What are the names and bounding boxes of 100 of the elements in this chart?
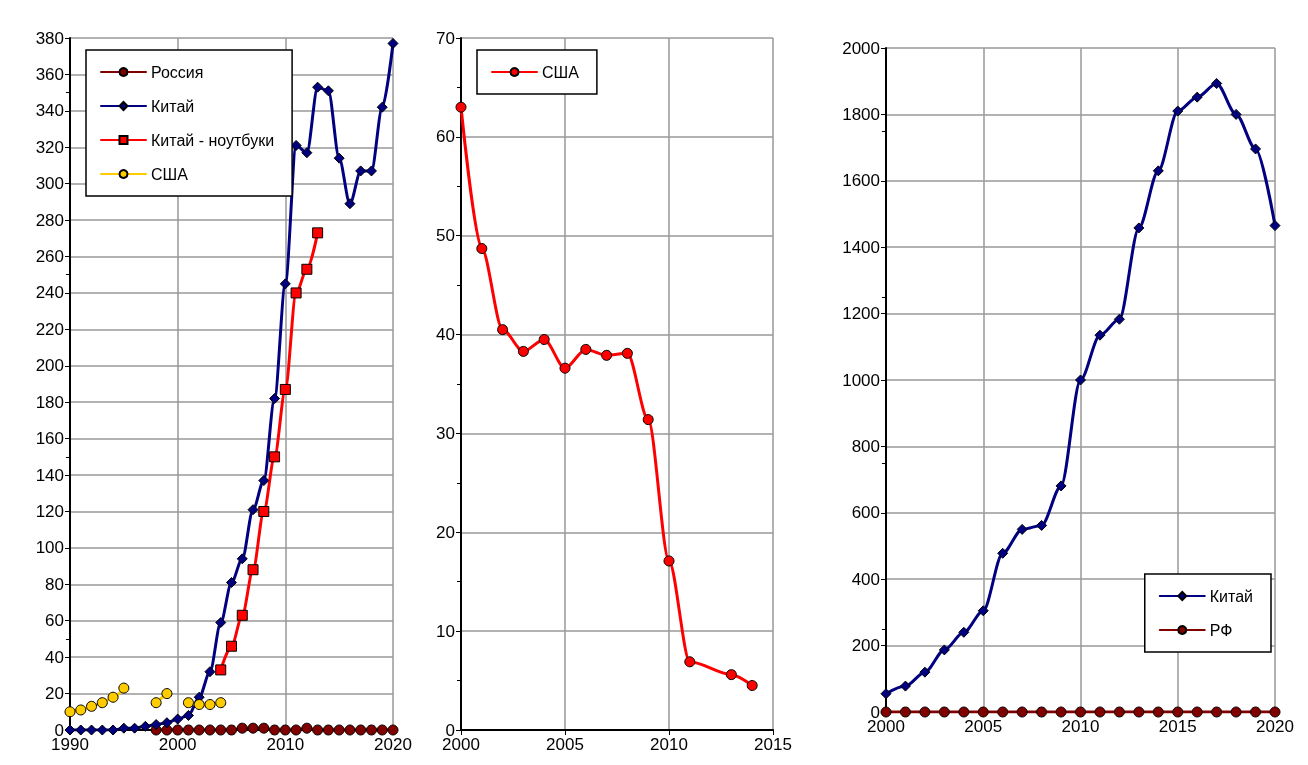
point: [376, 724, 388, 736]
point: [977, 706, 989, 718]
point: [1133, 222, 1145, 234]
x-tick-label: 2020: [374, 735, 412, 754]
point: [1094, 706, 1106, 718]
point: [1055, 706, 1067, 718]
point: [365, 165, 377, 177]
point: [919, 706, 931, 718]
legend-label: Китай: [1209, 587, 1254, 605]
y-tick-label: 200: [35, 356, 64, 376]
point: [1075, 374, 1086, 386]
y-tick-label: 240: [35, 283, 64, 303]
point: [899, 706, 911, 718]
legend-label: США: [151, 165, 189, 183]
point: [301, 263, 313, 275]
point: [139, 720, 151, 732]
point: [86, 724, 98, 736]
point: [333, 724, 345, 736]
legend-label: РФ: [1209, 621, 1233, 639]
point: [182, 709, 194, 721]
point: [236, 553, 248, 565]
y-tick-label: 60: [45, 611, 64, 631]
point: [269, 451, 281, 463]
x-tick-label: 2000: [867, 717, 905, 736]
point: [344, 724, 356, 736]
point: [226, 724, 237, 736]
y-tick-label: 40: [436, 325, 455, 345]
point: [355, 165, 367, 177]
point: [387, 724, 399, 736]
point: [580, 343, 592, 355]
point: [476, 243, 488, 255]
point: [279, 383, 291, 395]
point: [204, 724, 216, 736]
point: [899, 680, 911, 692]
y-tick-label: 40: [45, 647, 64, 667]
point: [1113, 313, 1125, 325]
point: [312, 724, 324, 736]
point: [204, 666, 216, 678]
point: [215, 724, 227, 736]
point: [96, 697, 108, 709]
point: [107, 724, 119, 736]
point: [1250, 143, 1262, 155]
point: [258, 475, 270, 487]
point: [182, 724, 194, 736]
y-tick-label: 160: [35, 429, 64, 449]
point: [247, 504, 259, 516]
y-tick-label: 2000: [842, 38, 880, 58]
y-tick-label: 10: [436, 621, 455, 641]
point: [1113, 706, 1125, 718]
point: [96, 724, 108, 736]
point: [193, 699, 205, 710]
point: [118, 682, 130, 694]
point: [1075, 706, 1086, 718]
y-tick-label: 300: [35, 174, 64, 194]
point: [182, 697, 194, 709]
point: [290, 287, 302, 299]
point: [226, 640, 237, 652]
point: [1016, 706, 1028, 718]
point: [258, 722, 270, 734]
point: [236, 609, 248, 621]
point: [172, 724, 184, 736]
point: [107, 691, 119, 703]
y-tick-label: 140: [35, 465, 64, 485]
point: [1211, 706, 1223, 718]
point: [919, 666, 931, 678]
y-tick-label: 600: [851, 503, 880, 523]
point: [236, 722, 248, 734]
point: [997, 547, 1009, 559]
point: [601, 349, 613, 361]
point: [1269, 220, 1281, 232]
point: [880, 688, 892, 700]
point: [455, 101, 467, 113]
point: [1133, 706, 1145, 718]
y-tick-label: 20: [45, 684, 64, 704]
x-tick-label: 2015: [754, 735, 792, 754]
y-tick-label: 20: [436, 522, 455, 542]
x-tick-label: 2005: [546, 735, 584, 754]
x-tick-label: 2010: [1061, 717, 1100, 736]
point: [247, 722, 259, 734]
x-tick-label: 2010: [650, 735, 688, 754]
point: [387, 37, 399, 49]
point: [642, 414, 654, 426]
point: [997, 706, 1009, 718]
point: [161, 717, 173, 729]
point: [301, 722, 313, 734]
point: [75, 704, 87, 716]
y-tick-label: 70: [436, 28, 455, 48]
point: [215, 697, 227, 709]
point: [684, 656, 696, 668]
point: [269, 393, 281, 405]
point: [204, 699, 216, 710]
x-tick-label: 2005: [964, 717, 1003, 736]
point: [958, 706, 970, 718]
y-tick-label: 200: [851, 636, 880, 656]
point: [663, 555, 675, 567]
point: [1250, 706, 1262, 718]
point: [1172, 706, 1184, 718]
point: [1016, 523, 1028, 535]
point: [1191, 706, 1203, 718]
point: [725, 669, 737, 681]
